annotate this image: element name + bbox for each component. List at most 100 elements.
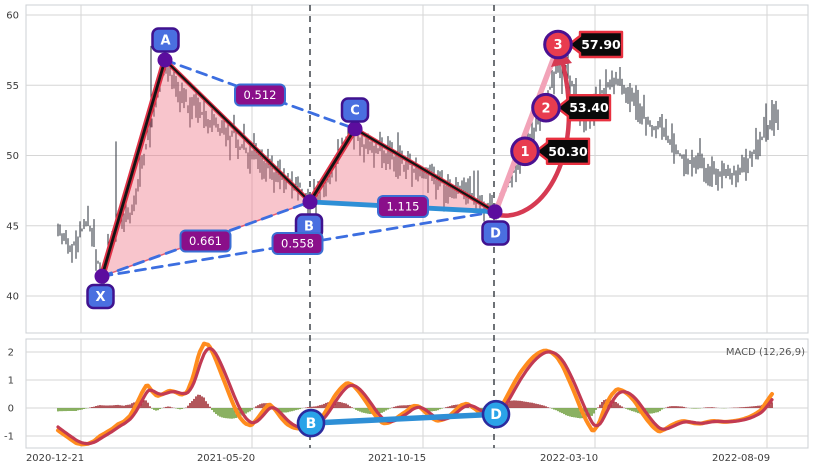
hist-bar bbox=[403, 405, 405, 408]
hist-bar bbox=[543, 405, 545, 408]
hist-bar bbox=[467, 406, 469, 408]
hist-bar bbox=[565, 408, 567, 416]
hist-bar bbox=[143, 400, 145, 408]
label-text: X bbox=[95, 290, 105, 305]
label-text: 0 bbox=[8, 404, 14, 415]
hist-bar bbox=[113, 405, 115, 408]
hist-bar bbox=[69, 408, 71, 411]
hist-bar bbox=[125, 405, 127, 408]
hist-bar bbox=[105, 405, 107, 408]
point-labels: X A B C D bbox=[86, 27, 510, 310]
hist-bar bbox=[309, 406, 311, 408]
hist-bar bbox=[103, 405, 105, 408]
hist-bar bbox=[99, 405, 101, 408]
hist-bar bbox=[255, 406, 257, 408]
point-label-c bbox=[340, 97, 370, 123]
hist-bar bbox=[523, 401, 525, 408]
label-text: 45 bbox=[6, 221, 19, 232]
hist-bar bbox=[203, 397, 205, 408]
label-text: 0.661 bbox=[189, 234, 222, 248]
hist-bar bbox=[601, 402, 603, 408]
hist-bar bbox=[67, 408, 69, 411]
hist-bar bbox=[207, 403, 209, 408]
hist-bar bbox=[195, 396, 197, 408]
target-circle-1 bbox=[510, 136, 540, 167]
hist-bar bbox=[553, 408, 555, 410]
hist-bar bbox=[249, 408, 251, 412]
macd-marker-d bbox=[481, 399, 511, 429]
hist-bar bbox=[655, 408, 657, 413]
label-text: 2020-12-21 bbox=[26, 453, 84, 464]
pattern-segment bbox=[163, 58, 312, 203]
hist-bar bbox=[57, 408, 59, 412]
hist-bar bbox=[221, 408, 223, 418]
signal-line bbox=[56, 346, 774, 446]
label-text: D bbox=[490, 227, 501, 242]
hist-bar bbox=[743, 407, 745, 408]
target-circle-3 bbox=[543, 29, 573, 60]
pattern-segment bbox=[308, 127, 357, 204]
macd-axis-ticks: 2 1 0 -1 bbox=[4, 348, 14, 443]
hist-bar bbox=[293, 408, 295, 411]
hist-bar bbox=[311, 406, 313, 408]
hist-bar bbox=[695, 408, 697, 409]
hist-bar bbox=[251, 408, 253, 410]
hist-bar bbox=[527, 402, 529, 408]
hist-bar bbox=[709, 407, 711, 408]
hist-bar bbox=[619, 405, 621, 408]
label-text: B bbox=[304, 220, 314, 235]
label-text: 1 bbox=[8, 376, 14, 387]
hist-bar bbox=[127, 404, 129, 408]
macd-bd-line bbox=[308, 411, 499, 426]
hist-bar bbox=[547, 407, 549, 408]
hist-bar bbox=[757, 405, 759, 408]
hist-bar bbox=[243, 408, 245, 415]
hist-bar bbox=[651, 408, 653, 414]
hist-bar bbox=[755, 406, 757, 408]
vertical-cursor-lines bbox=[309, 5, 495, 448]
hist-bar bbox=[379, 408, 381, 414]
hist-bar bbox=[621, 406, 623, 408]
hist-bar bbox=[561, 408, 563, 414]
label-text: 3 bbox=[553, 38, 562, 53]
hist-bar bbox=[181, 408, 183, 409]
hist-bar bbox=[397, 405, 399, 408]
projection-pink-line bbox=[493, 43, 561, 214]
date-axis-ticks: 2020-12-21 2021-05-20 2021-10-15 2022-03-10… bbox=[26, 453, 770, 464]
label-text: 1.115 bbox=[387, 200, 420, 214]
label-text: 55 bbox=[6, 81, 19, 92]
hist-bar bbox=[389, 408, 391, 409]
label-text: 2 bbox=[8, 348, 14, 359]
hist-bar bbox=[435, 408, 437, 411]
hist-bar bbox=[187, 405, 189, 408]
label-text: C bbox=[350, 104, 360, 119]
hist-bar bbox=[93, 406, 95, 408]
pattern-segment bbox=[353, 127, 497, 213]
hist-bar bbox=[589, 408, 591, 417]
hist-bar bbox=[521, 401, 523, 408]
hist-bar bbox=[345, 403, 347, 408]
hist-bar bbox=[121, 405, 123, 408]
label-text: A bbox=[160, 34, 170, 49]
hist-bar bbox=[233, 408, 235, 419]
hist-bar bbox=[663, 408, 665, 409]
hist-bar bbox=[167, 406, 169, 408]
hist-bar bbox=[679, 406, 681, 408]
hist-bar bbox=[599, 404, 601, 408]
hist-bar bbox=[705, 407, 707, 408]
label-text: -1 bbox=[4, 432, 14, 443]
hist-bar bbox=[681, 406, 683, 408]
hist-bar bbox=[555, 408, 557, 411]
hist-bar bbox=[511, 400, 513, 408]
hist-bar bbox=[453, 405, 455, 408]
retracement-line bbox=[100, 210, 497, 278]
hist-bar bbox=[193, 398, 195, 408]
hist-bar bbox=[431, 408, 433, 412]
hist-bar bbox=[551, 408, 553, 409]
hist-bar bbox=[697, 408, 699, 409]
hist-bar bbox=[263, 403, 265, 408]
hist-bar bbox=[59, 408, 61, 412]
hist-bar bbox=[209, 406, 211, 408]
pattern-node-b bbox=[302, 194, 318, 210]
hist-bar bbox=[291, 408, 293, 412]
